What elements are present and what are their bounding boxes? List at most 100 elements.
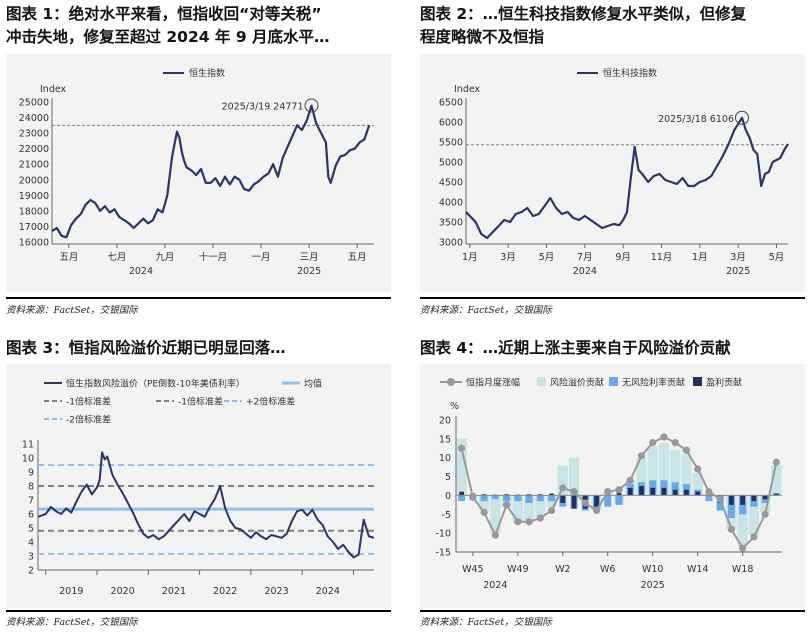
risk-premium-bar <box>478 495 490 511</box>
monthly-return-point <box>491 531 499 539</box>
x-tick-label: 9月 <box>615 252 631 263</box>
earnings-bar <box>549 493 554 496</box>
risk-premium-bar <box>670 450 681 496</box>
earnings-bar <box>695 491 701 496</box>
legend-swatch <box>693 377 702 386</box>
y-tick-label: 6 <box>28 510 34 521</box>
chart-2-svg: 恒生科技指数 Index 3000 3500 4000 4500 5000 5500 6000 6… <box>439 67 789 277</box>
y-tick-label: 24000 <box>19 113 49 124</box>
peak-marker-circle <box>304 98 319 113</box>
x-tick-label: 十一月 <box>199 251 228 263</box>
x-tick-label: W45 <box>462 564 483 575</box>
y-tick-label: 20 <box>439 416 451 427</box>
earnings-bar <box>560 495 566 503</box>
risk-premium-bar <box>681 453 692 496</box>
x-tick-label: W14 <box>687 564 708 575</box>
monthly-return-point <box>469 493 477 501</box>
monthly-return-point <box>592 506 601 515</box>
legend-label: 恒生科技指数 <box>603 67 657 79</box>
chart-3-bottom-rule <box>6 610 391 612</box>
y-tick-label: 5500 <box>439 138 463 149</box>
y-tick-label: 2 <box>28 566 34 577</box>
y-tick-label: 25000 <box>19 98 49 109</box>
monthly-return-point <box>727 525 736 533</box>
risk-free-rate-bar <box>761 495 769 503</box>
y-tick-label: 17000 <box>19 222 49 233</box>
y-tick-label: 5000 <box>439 158 463 169</box>
y-tick-label: -5 <box>442 510 451 521</box>
y-tick-label: -15 <box>435 548 451 559</box>
risk-free-rate-bar <box>480 495 488 502</box>
legend-label: 均值 <box>304 378 322 390</box>
earnings-bar <box>762 495 768 500</box>
risk-premium-bar <box>523 495 535 520</box>
chart-2-background <box>420 54 805 292</box>
x-tick-label: 九月 <box>155 251 174 263</box>
monthly-return-point <box>637 452 646 460</box>
monthly-return-point <box>514 518 522 526</box>
monthly-return-point <box>649 439 657 447</box>
y-tick-label: 20000 <box>19 175 49 186</box>
monthly-return-point <box>716 495 724 503</box>
year-label: 2024 <box>483 580 507 591</box>
earnings-bar <box>481 494 487 496</box>
legend-label: -2倍标准差 <box>66 414 111 426</box>
y-tick-label: 4000 <box>439 198 463 209</box>
series-line <box>51 104 371 239</box>
x-tick-label: 2020 <box>111 586 135 597</box>
risk-free-rate-bar <box>727 495 735 519</box>
x-tick-label: 2023 <box>264 586 288 597</box>
y-tick-label: 5 <box>445 472 451 483</box>
y-tick-label: 3000 <box>439 238 463 249</box>
earnings-bar <box>537 494 543 496</box>
monthly-return-point <box>626 476 634 484</box>
chart-2-title-line-2: 程度略微不及恒指 <box>420 28 545 46</box>
y-tick-label: 16000 <box>19 238 49 249</box>
y-axis-label: % <box>450 401 459 412</box>
peak-marker-circle <box>735 110 749 125</box>
y-tick-label: 22000 <box>19 144 49 155</box>
monthly-return-point <box>547 506 556 515</box>
x-tick-label: 2022 <box>213 586 237 597</box>
x-tick-label: 1月 <box>692 252 708 263</box>
y-tick-label: 3500 <box>439 218 463 229</box>
monthly-return-point <box>502 501 511 509</box>
monthly-return-point <box>604 488 612 496</box>
monthly-return-point <box>536 514 544 522</box>
earnings-bar <box>504 494 509 496</box>
risk-premium-bar <box>748 495 760 536</box>
monthly-return-point <box>615 486 623 494</box>
chart-4-background <box>420 364 805 608</box>
risk-free-rate-bar <box>705 495 713 502</box>
chart-3-title: 图表 3：恒指风险溢价近期已明显回落… <box>6 339 286 357</box>
chart-2-bottom-rule <box>420 297 805 299</box>
year-label: 2025 <box>641 580 665 591</box>
monthly-return-point <box>739 544 747 552</box>
chart-1-svg: 恒生指数 Index 16000 17000 18000 19000 20000 21000 2… <box>19 67 374 277</box>
monthly-return-point <box>458 444 466 452</box>
x-tick-label: 5月 <box>769 252 785 263</box>
y-tick-label: 6500 <box>439 98 463 109</box>
earnings-bar <box>740 495 746 505</box>
risk-premium-bar <box>759 495 771 513</box>
risk-premium-bar <box>490 495 501 534</box>
y-axis-label: Index <box>454 84 481 95</box>
chart-2-title-line-1: 图表 2：…恒生科技指数修复水平类似，但修复 <box>420 5 747 23</box>
legend-swatch <box>447 378 455 386</box>
risk-premium-bar <box>771 465 782 496</box>
earnings-bar <box>729 495 734 505</box>
chart-3-source: 资料来源：FactSet，交银国际 <box>6 617 138 628</box>
y-tick-label: 4 <box>28 538 34 549</box>
risk-free-rate-bar <box>671 482 679 496</box>
monthly-return-point <box>705 488 713 496</box>
y-tick-label: 10 <box>22 454 34 465</box>
x-tick-label: W10 <box>642 564 663 575</box>
risk-free-rate-bar <box>491 495 499 500</box>
year-label: 2024 <box>129 266 153 277</box>
series-line <box>37 451 375 559</box>
x-tick-label: 3月 <box>500 252 516 263</box>
x-tick-label: W2 <box>555 564 570 575</box>
monthly-return-point <box>682 446 691 454</box>
legend-label: -1倍标准差 <box>178 396 223 408</box>
earnings-bar <box>639 486 644 496</box>
